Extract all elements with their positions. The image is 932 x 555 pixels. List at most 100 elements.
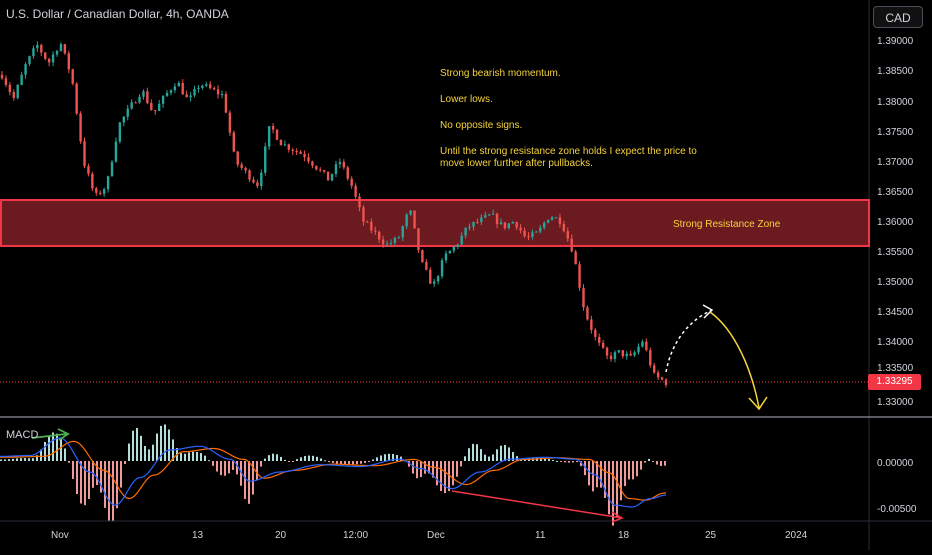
- candle-body: [248, 170, 251, 180]
- candle-body: [432, 281, 436, 284]
- candle-body: [499, 222, 503, 224]
- candle-body: [295, 150, 298, 152]
- candle-body: [358, 196, 361, 208]
- macd-tick: -0.00500: [877, 504, 917, 515]
- time-tick: 18: [618, 530, 630, 541]
- candle-body: [63, 44, 67, 54]
- candle-body: [40, 45, 43, 53]
- candle-body: [236, 151, 239, 165]
- histogram-bar: [560, 461, 562, 462]
- histogram-bar: [552, 459, 554, 461]
- macd-label: MACD: [6, 429, 39, 441]
- candle-body: [177, 82, 181, 87]
- histogram-bar: [304, 456, 306, 461]
- candle-body: [421, 250, 424, 263]
- candle-body: [491, 213, 495, 215]
- candle-body: [36, 45, 39, 49]
- candle-body: [28, 56, 31, 65]
- histogram-bar: [396, 454, 398, 461]
- candle-body: [401, 226, 404, 238]
- candle-body: [448, 250, 452, 254]
- symbol-title[interactable]: U.S. Dollar / Canadian Dollar, 4h, OANDA: [6, 7, 229, 21]
- histogram-bar: [200, 453, 202, 461]
- zone-label: Strong Resistance Zone: [673, 219, 781, 230]
- candle-body: [95, 188, 98, 193]
- candle-body: [539, 227, 542, 232]
- histogram-bar: [188, 452, 190, 461]
- histogram-bar: [296, 459, 298, 461]
- histogram-bar: [664, 461, 666, 466]
- candle-body: [83, 141, 86, 167]
- candle-body: [503, 222, 507, 229]
- histogram-bar: [96, 461, 98, 486]
- histogram-bar: [84, 461, 86, 506]
- candle-body: [645, 341, 648, 351]
- histogram-bar: [492, 454, 494, 461]
- candle-body: [315, 165, 318, 170]
- histogram-bar: [232, 461, 234, 470]
- candle-body: [260, 172, 263, 187]
- candle-body: [381, 239, 385, 245]
- candle-body: [287, 144, 291, 150]
- histogram-bar: [16, 458, 18, 461]
- candle-body: [110, 161, 114, 177]
- candle-body: [480, 217, 483, 223]
- currency-button[interactable]: CAD: [873, 6, 923, 28]
- histogram-bar: [384, 454, 386, 461]
- candle-body: [621, 350, 624, 357]
- histogram-bar: [260, 461, 262, 467]
- histogram-bar: [180, 453, 182, 461]
- candle-body: [566, 231, 569, 239]
- candle-body: [165, 92, 169, 96]
- candle-body: [436, 276, 440, 282]
- candle-body: [252, 179, 255, 183]
- histogram-bar: [92, 461, 94, 488]
- candle-body: [464, 227, 467, 236]
- candle-body: [122, 116, 125, 123]
- histogram-bar: [624, 461, 626, 487]
- histogram-bar: [476, 444, 478, 461]
- candle-body: [130, 102, 133, 109]
- projected-pullback-arrow: [665, 309, 713, 373]
- note-expectation: Until the strong resistance zone holds I…: [440, 146, 697, 169]
- momentum-arrowhead: [57, 428, 70, 441]
- price-tick: 1.35500: [877, 247, 914, 258]
- histogram-bar: [364, 461, 366, 463]
- histogram-bar: [412, 461, 414, 474]
- candle-body: [326, 171, 330, 181]
- histogram-bar: [612, 461, 614, 526]
- histogram-bar: [272, 453, 274, 461]
- current-price-tag: 1.33295: [868, 374, 921, 390]
- histogram-bar: [356, 461, 358, 465]
- candle-body: [244, 168, 247, 171]
- candle-body: [543, 222, 546, 228]
- histogram-bar: [136, 427, 138, 461]
- histogram-bar: [656, 461, 658, 465]
- divergence-line: [451, 490, 623, 519]
- histogram-bar: [300, 457, 302, 461]
- histogram-bar: [592, 461, 594, 492]
- histogram-bar: [440, 461, 442, 492]
- price-tick: 1.38000: [877, 97, 914, 108]
- candle-body: [562, 223, 566, 232]
- candle-body: [55, 50, 59, 55]
- candle-body: [487, 214, 491, 216]
- candle-body: [201, 85, 204, 89]
- candle-body: [150, 103, 153, 111]
- histogram-bar: [148, 449, 150, 461]
- histogram-bar: [212, 461, 214, 466]
- histogram-bar: [288, 461, 290, 462]
- histogram-bar: [68, 461, 70, 463]
- divergence-arrowhead: [611, 511, 624, 523]
- time-tick: 12:00: [343, 530, 369, 541]
- candle-body: [271, 126, 275, 130]
- price-tick: 1.36000: [877, 217, 914, 228]
- histogram-bar: [352, 461, 354, 465]
- candle-body: [377, 231, 381, 240]
- candle-body: [181, 82, 184, 95]
- histogram-bar: [216, 461, 218, 472]
- histogram-bar: [252, 461, 254, 495]
- price-tick: 1.37000: [877, 157, 914, 168]
